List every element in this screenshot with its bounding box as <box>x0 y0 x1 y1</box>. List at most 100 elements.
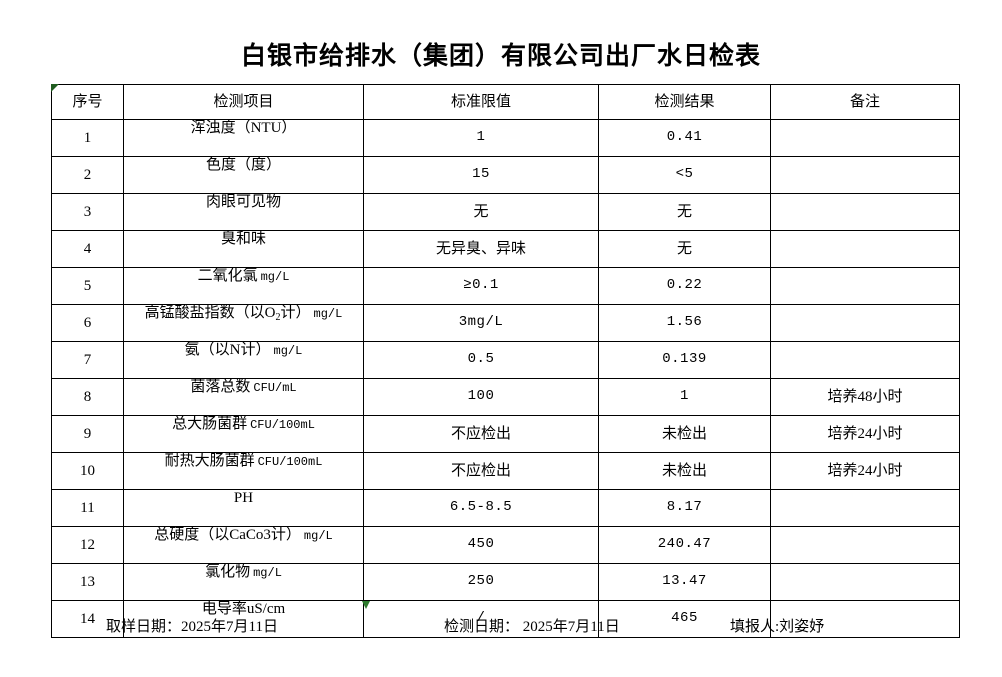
table-row: 4 臭和味 无异臭、异味 无 <box>51 230 960 268</box>
cell-item: PH <box>123 489 364 527</box>
table-row: 1 浑浊度（NTU） 1 0.41 <box>51 119 960 157</box>
cell-item: 氨（以N计） mg/L <box>123 341 364 379</box>
test-date-label: 检测日期： <box>444 619 520 635</box>
result-value: 1 <box>680 388 689 405</box>
cell-no: 13 <box>51 563 124 601</box>
result-value: 未检出 <box>661 462 707 479</box>
result-value: 0.22 <box>666 277 703 294</box>
result-value: 无 <box>676 240 692 257</box>
item-name: 菌落总数 <box>190 379 251 396</box>
sample-date: 取样日期：2025年7月11日 <box>106 615 278 636</box>
cell-item: 耐热大肠菌群 CFU/100mL <box>123 452 364 490</box>
cell-item: 肉眼可见物 <box>123 193 364 231</box>
cell-no: 5 <box>51 267 124 305</box>
limit-value: / <box>476 610 486 627</box>
table-header-row: 序号 检测项目 标准限值 检测结果 备注 <box>51 84 960 120</box>
limit-value: 100 <box>467 388 495 405</box>
cell-no: 2 <box>51 156 124 194</box>
cell-remark <box>770 304 960 342</box>
cell-limit: 450 <box>363 526 599 564</box>
limit-value: 450 <box>467 536 495 553</box>
limit-value: 0.5 <box>467 351 495 368</box>
cell-result: 8.17 <box>598 489 771 527</box>
item-unit: CFU/100mL <box>250 418 315 432</box>
cell-result: 未检出 <box>598 452 771 490</box>
cell-item: 总大肠菌群 CFU/100mL <box>123 415 364 453</box>
cell-remark <box>770 267 960 305</box>
cell-remark <box>770 563 960 601</box>
limit-value: 不应检出 <box>450 462 511 479</box>
item-name: 耐热大肠菌群 <box>164 453 255 470</box>
table-row: 11 PH 6.5-8.5 8.17 <box>51 489 960 527</box>
item-name: 浑浊度（NTU） <box>190 120 297 137</box>
cell-limit: 1 <box>363 119 599 157</box>
cell-no: 14 <box>51 600 124 638</box>
header-cell-limit: 标准限值 <box>363 84 599 120</box>
sample-date-label: 取样日期： <box>106 619 182 635</box>
limit-value: 6.5-8.5 <box>449 499 513 516</box>
cell-item: 氯化物 mg/L <box>123 563 364 601</box>
table-row: 7 氨（以N计） mg/L 0.5 0.139 <box>51 341 960 379</box>
cell-limit: 不应检出 <box>363 452 599 490</box>
result-value: 240.47 <box>657 536 712 553</box>
cell-remark: 培养48小时 <box>770 378 960 416</box>
cell-result: 无 <box>598 193 771 231</box>
cell-remark <box>770 230 960 268</box>
limit-value: 15 <box>472 166 490 183</box>
table-row: 9 总大肠菌群 CFU/100mL 不应检出 未检出 培养24小时 <box>51 415 960 453</box>
cell-limit: 不应检出 <box>363 415 599 453</box>
cell-item: 菌落总数 CFU/mL <box>123 378 364 416</box>
item-name: PH <box>233 490 254 507</box>
table-row: 3 肉眼可见物无 无 <box>51 193 960 231</box>
item-unit: CFU/100mL <box>257 455 323 469</box>
cell-no: 4 <box>51 230 124 268</box>
cell-item: 二氧化氯 mg/L <box>123 267 364 305</box>
header-cell-item: 检测项目 <box>123 84 364 120</box>
table-row: 10 耐热大肠菌群 CFU/100mL 不应检出 未检出 培养24小时 <box>51 452 960 490</box>
cell-result: 0.139 <box>598 341 771 379</box>
table-row: 2 色度（度） 15 <5 <box>51 156 960 194</box>
author-label: 填报人: <box>730 619 780 635</box>
page-title: 白银市给排水（集团）有限公司出厂水日检表 <box>240 43 761 70</box>
cell-no: 9 <box>51 415 124 453</box>
header-cell-no: 序号 <box>51 84 124 120</box>
table-body: 1 浑浊度（NTU） 1 0.41 2 色度（度） 15 <5 3 肉眼可见物无无 4 臭和味 无异臭、… <box>51 119 960 638</box>
result-value: 13.47 <box>662 573 707 590</box>
test-date-value: 2025年7月11日 <box>522 619 620 635</box>
inspection-table: 序号 检测项目 标准限值 检测结果 备注 1 浑浊度（NTU） 1 0.41 2 色度（度… <box>51 84 960 638</box>
cell-result: 0.41 <box>598 119 771 157</box>
cell-result: 240.47 <box>598 526 771 564</box>
result-value: 465 <box>671 610 698 627</box>
cell-item: 总硬度（以CaCo3计） mg/L <box>123 526 364 564</box>
cell-limit: 15 <box>363 156 599 194</box>
item-name: 高锰酸盐指数（以O2计） <box>144 305 311 324</box>
footer: 取样日期：2025年7月11日 检测日期： 2025年7月11日 填报人:刘姿妤 <box>51 615 959 641</box>
cell-no: 8 <box>51 378 124 416</box>
limit-value: ≥0.1 <box>463 277 499 294</box>
item-name: 总硬度（以CaCo3计） <box>154 527 301 544</box>
cell-remark: 培养24小时 <box>770 415 960 453</box>
item-unit: mg/L <box>260 270 290 284</box>
table-row: 8 菌落总数 CFU/mL 100 1 培养48小时 <box>51 378 960 416</box>
table-row: 13 氯化物 mg/L 250 13.47 <box>51 563 960 601</box>
item-name: 臭和味 <box>220 231 266 248</box>
cell-limit: 0.5 <box>363 341 599 379</box>
limit-value: 3mg/L <box>458 314 504 331</box>
item-name: 二氧化氯 <box>197 268 258 285</box>
item-unit: mg/L <box>313 307 343 321</box>
table-row: 12 总硬度（以CaCo3计） mg/L 450 240.47 <box>51 526 960 564</box>
cell-item: 高锰酸盐指数（以O2计） mg/L <box>123 304 364 342</box>
cell-remark <box>770 526 960 564</box>
cell-remark <box>770 600 960 638</box>
author-value: 刘姿妤 <box>779 619 825 635</box>
cell-result: 13.47 <box>598 563 771 601</box>
cell-no: 6 <box>51 304 124 342</box>
cell-item: 电导率uS/cm <box>123 600 364 638</box>
result-value: 1.56 <box>666 314 703 331</box>
cell-item: 臭和味 <box>123 230 364 268</box>
result-value: 未检出 <box>661 425 707 442</box>
result-value: 0.139 <box>662 351 707 368</box>
test-date: 检测日期： 2025年7月11日 <box>444 615 620 636</box>
cell-no: 7 <box>51 341 124 379</box>
